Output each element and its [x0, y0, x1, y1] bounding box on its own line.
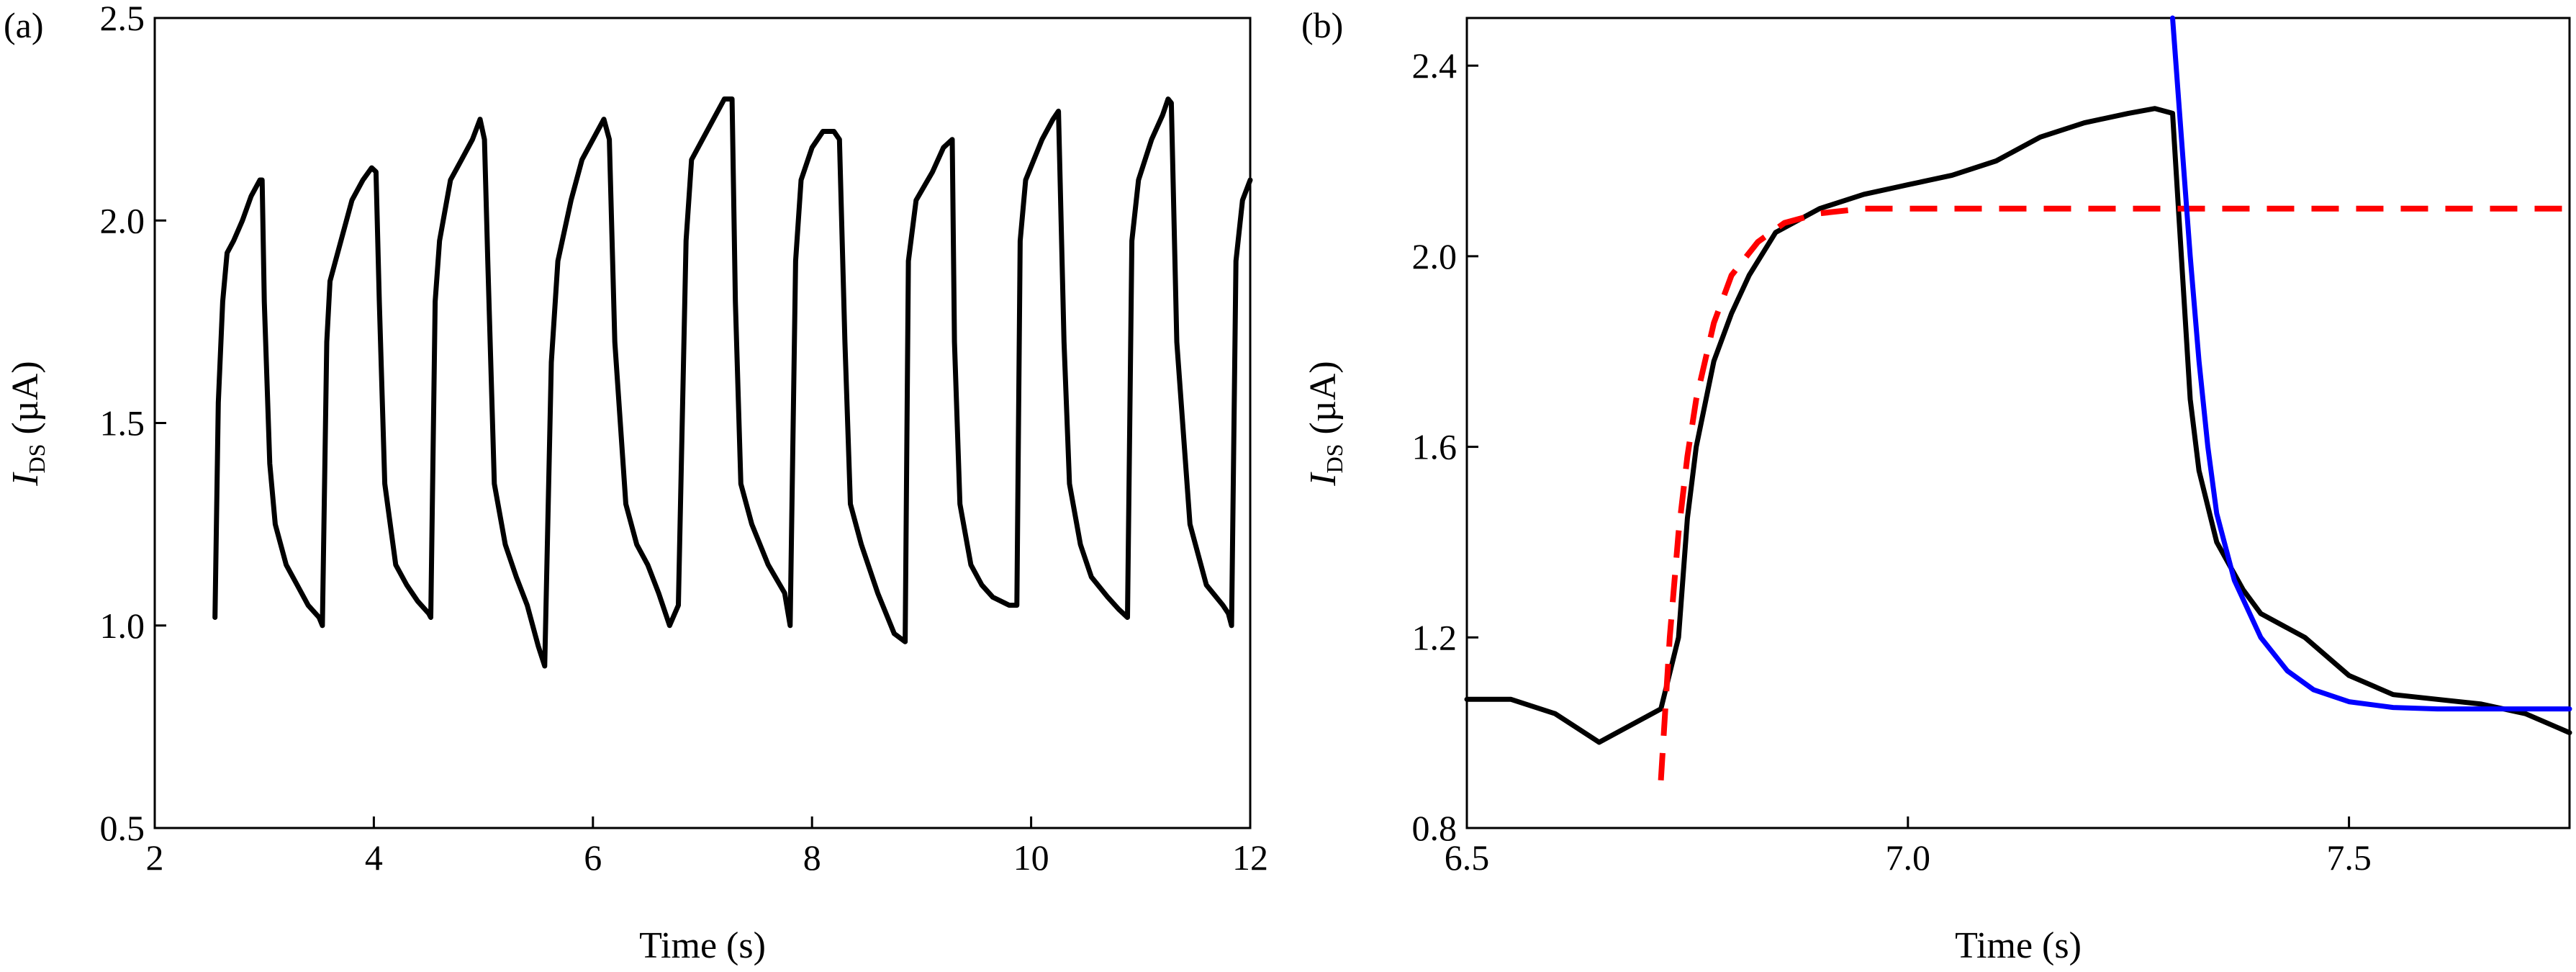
panel-b-y-tick-label: 1.2 — [1412, 617, 1458, 657]
panel-a-y-axis-title-unit: (µA) — [5, 361, 46, 444]
panel-a-label: (a) — [4, 5, 44, 45]
panel-a-x-axis: 2 4 6 8 10 12 — [146, 816, 1268, 878]
panel-a-y-tick-label: 0.5 — [100, 808, 145, 848]
panel-b-x-tick-label: 7.5 — [2326, 837, 2372, 878]
panel-b-x-axis: 6.5 7.0 7.5 — [1445, 816, 2372, 878]
panel-b-series-line-2 — [2170, 15, 2572, 712]
panel-a-x-tick-label: 2 — [146, 837, 164, 878]
panel-a-y-axis-title-main: I — [5, 472, 46, 487]
panel-a-y-tick-label: 2.0 — [100, 200, 145, 240]
panel-a-x-tick-label: 10 — [1013, 837, 1049, 878]
panel-b-x-axis-title: Time (s) — [1955, 925, 2082, 966]
panel-b-y-axis-title-unit: (µA) — [1303, 361, 1344, 444]
panel-a-y-tick-label: 1.0 — [100, 606, 145, 646]
panel-a-x-tick-label: 12 — [1232, 837, 1268, 878]
panel-b-series-line-0 — [1464, 106, 2572, 745]
panel-a-y-axis: 0.5 1.0 1.5 2.0 2.5 — [100, 0, 166, 848]
panel-a-series — [212, 96, 1253, 669]
panel-b-y-tick-label: 2.4 — [1412, 45, 1458, 86]
panel-a-x-tick-label: 8 — [803, 837, 821, 878]
panel-a-y-tick-label: 2.5 — [100, 0, 145, 38]
panel-b-y-tick-label: 1.6 — [1412, 427, 1458, 467]
panel-b-y-axis-title: IDS (µA) — [1303, 361, 1347, 486]
panel-b-plot-frame — [1465, 17, 2571, 829]
panel-a-series-line-0 — [212, 96, 1253, 669]
panel-b-series — [1464, 15, 2572, 781]
panel-b-x-tick-label: 6.5 — [1445, 837, 1490, 878]
panel-b-y-axis-title-main: I — [1303, 472, 1344, 487]
panel-a-x-tick-label: 6 — [584, 837, 602, 878]
panel-b-y-tick-label: 2.0 — [1412, 236, 1458, 276]
panel-b-y-axis-title-sub: DS — [1321, 444, 1347, 473]
panel-a-x-axis-title: Time (s) — [639, 925, 766, 966]
panel-a-y-axis-title: IDS (µA) — [5, 361, 50, 486]
panel-b-series-line-1 — [1658, 205, 2570, 781]
panel-a-y-tick-label: 1.5 — [100, 403, 145, 444]
panel-a-x-tick-label: 4 — [365, 837, 383, 878]
panel-b-label: (b) — [1301, 5, 1343, 45]
panel-a: (a) 2 4 6 8 10 12 0.5 1.0 1.5 2.0 2.5 Time (s) ID… — [4, 0, 1268, 966]
panel-b-x-tick-label: 7.0 — [1886, 837, 1931, 878]
panel-b-y-tick-label: 0.8 — [1412, 808, 1458, 848]
panel-a-y-axis-title-sub: DS — [24, 444, 50, 473]
panel-b: (b) 6.5 7.0 7.5 0.8 1.2 1.6 2.0 2.4 Time (s) I… — [1301, 5, 2572, 966]
panel-b-y-axis: 0.8 1.2 1.6 2.0 2.4 — [1412, 45, 1478, 848]
